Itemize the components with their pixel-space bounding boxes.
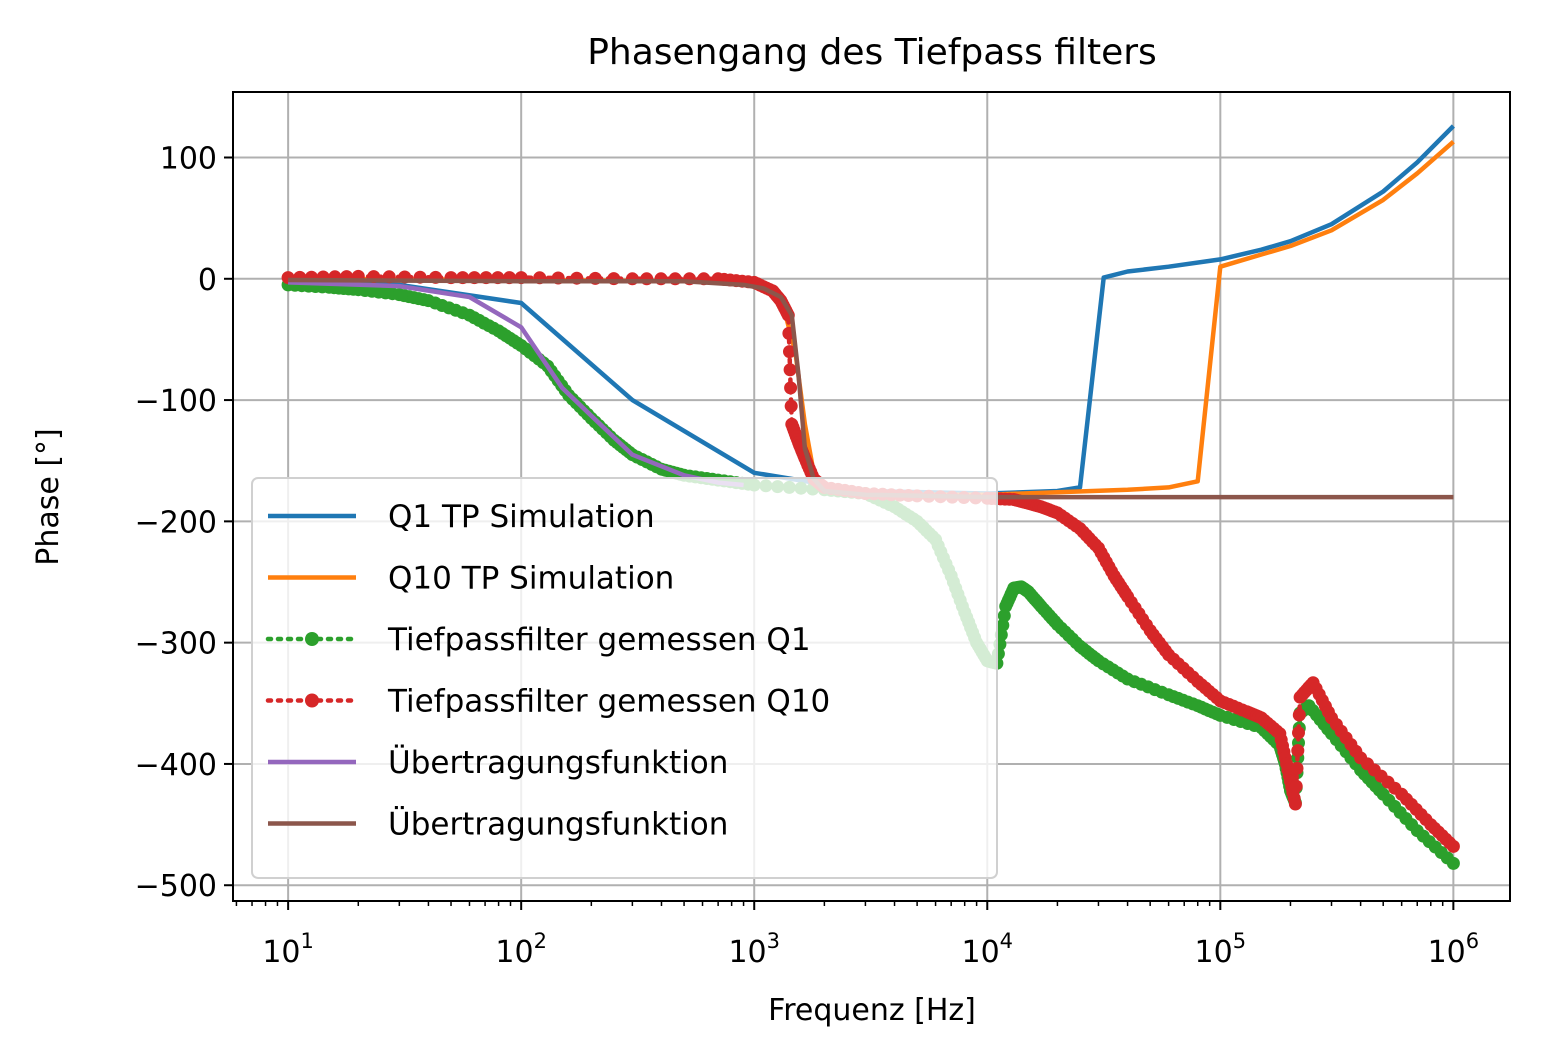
x-axis-label: Frequenz [Hz] (768, 993, 976, 1028)
legend-label: Tiefpassfilter gemessen Q1 (387, 622, 811, 658)
legend-label: Übertragungsfunktion (388, 806, 728, 843)
y-tick-label: 100 (160, 141, 217, 176)
legend-label: Q10 TP Simulation (388, 561, 674, 597)
data-point (1446, 839, 1460, 853)
y-tick-label: −500 (135, 869, 217, 904)
data-point (1291, 744, 1305, 758)
chart-title: Phasengang des Tiefpass filters (587, 32, 1157, 73)
legend-label: Tiefpassfilter gemessen Q10 (387, 684, 830, 720)
legend-label: Übertragungsfunktion (388, 744, 728, 781)
y-axis-ticks: 100 0 −100 −200 −300 −400 −500 (135, 141, 233, 904)
data-point (784, 381, 798, 395)
legend-box (251, 477, 998, 879)
y-tick-label: −100 (135, 384, 217, 419)
legend-entry: Tiefpassfilter gemessen Q10 (265, 684, 830, 720)
x-tick-label: 104 (961, 929, 1013, 970)
series-4 (288, 280, 744, 488)
data-point (1289, 779, 1303, 793)
x-tick-label: 101 (262, 929, 314, 970)
data-point (1290, 761, 1304, 775)
data-point (1288, 797, 1302, 811)
y-axis-label: Phase [°] (31, 428, 66, 566)
y-tick-label: −400 (135, 748, 217, 783)
x-tick-label: 103 (728, 929, 780, 970)
legend-entry: Übertragungsfunktion (268, 806, 728, 843)
data-point (784, 399, 798, 413)
x-tick-label: 106 (1428, 929, 1480, 970)
y-tick-label: −300 (135, 627, 217, 662)
data-point (1292, 726, 1305, 740)
data-point (783, 363, 797, 377)
legend-label: Q1 TP Simulation (388, 499, 655, 535)
legend-marker (305, 632, 319, 646)
data-point (1292, 708, 1306, 722)
x-axis-ticks: 101 102 103 104 105 106 (235, 901, 1480, 970)
legend: Q1 TP Simulation Q10 TP Simulation Tiefpas… (251, 477, 998, 879)
y-tick-label: 0 (198, 263, 217, 298)
legend-entry: Tiefpassfilter gemessen Q1 (265, 622, 811, 658)
series-line (288, 280, 744, 488)
y-tick-label: −200 (135, 505, 217, 540)
data-point (1446, 856, 1460, 870)
x-tick-label: 102 (495, 929, 547, 970)
legend-marker (305, 693, 319, 708)
legend-entry: Q10 TP Simulation (268, 561, 674, 597)
legend-entry: Q1 TP Simulation (268, 499, 655, 535)
data-point (997, 609, 1011, 623)
data-point (783, 345, 796, 359)
series-0 (288, 124, 1455, 496)
x-tick-label: 105 (1195, 929, 1247, 970)
series-line (288, 124, 1455, 496)
plot-frame (232, 91, 1511, 902)
legend-entry: Übertragungsfunktion (268, 744, 728, 781)
